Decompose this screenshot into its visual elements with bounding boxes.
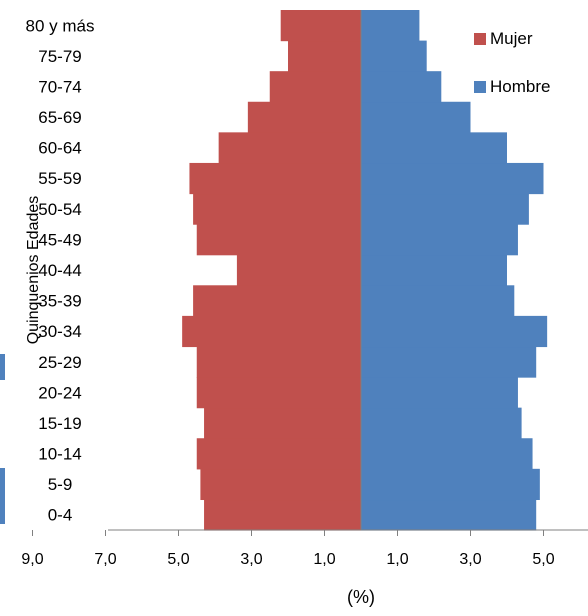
bar-hombre-70-74 — [361, 71, 442, 103]
bar-mujer-50-54 — [193, 193, 361, 225]
y-tick-label: 75-79 — [38, 47, 81, 66]
legend-label-mujer: Mujer — [490, 29, 533, 48]
x-tick-label: 5,0 — [532, 551, 554, 568]
bar-mujer-60-64 — [218, 132, 361, 164]
legend: Mujer Hombre — [474, 29, 550, 96]
x-tick-label: 5,0 — [167, 551, 189, 568]
bar-hombre-45-49 — [361, 224, 518, 256]
x-tick-label: 3,0 — [240, 551, 262, 568]
y-tick-label: 70-74 — [38, 77, 81, 96]
bar-mujer-75-79 — [288, 40, 361, 72]
bar-hombre-65-69 — [361, 101, 471, 133]
y-axis-title: Quinquenios Edades — [25, 196, 42, 345]
y-tick-label: 45-49 — [38, 230, 81, 249]
bar-mujer-80-y-más — [280, 10, 361, 42]
bar-hombre-40-44 — [361, 254, 507, 286]
bar-hombre-25-29 — [361, 346, 537, 378]
bar-mujer-25-29 — [196, 346, 361, 378]
legend-label-hombre: Hombre — [490, 77, 550, 96]
bar-hombre-60-64 — [361, 132, 507, 164]
bar-hombre-80-y-más — [361, 10, 420, 42]
bar-mujer-5-9 — [200, 468, 361, 501]
y-tick-label: 80 y más — [26, 16, 95, 35]
bar-mujer-10-14 — [196, 438, 361, 470]
bar-hombre-0-4 — [361, 499, 537, 531]
bar-mujer-65-69 — [247, 101, 361, 133]
bar-hombre-75-79 — [361, 40, 427, 72]
bar-mujer-30-34 — [182, 315, 361, 348]
y-tick-label: 55-59 — [38, 169, 81, 188]
bar-mujer-55-59 — [189, 162, 361, 195]
legend-swatch-hombre — [474, 81, 486, 93]
legend-swatch-mujer — [474, 33, 486, 45]
y-tick-label: 30-34 — [38, 322, 81, 341]
bar-hombre-20-24 — [361, 377, 518, 409]
x-axis-title: (%) — [347, 587, 375, 607]
y-tick-label: 5-9 — [48, 475, 73, 494]
bar-mujer-0-4 — [204, 499, 361, 531]
bar-hombre-15-19 — [361, 407, 522, 439]
x-tick-label: 7,0 — [94, 551, 116, 568]
y-tick-label: 10-14 — [38, 445, 81, 464]
bar-mujer-40-44 — [236, 254, 361, 286]
bar-hombre-55-59 — [361, 162, 544, 195]
edge-fragment-lower — [0, 468, 5, 524]
y-tick-label: 65-69 — [38, 108, 81, 127]
bar-mujer-35-39 — [193, 285, 361, 317]
bar-hombre-10-14 — [361, 438, 533, 470]
y-tick-label: 60-64 — [38, 139, 81, 158]
axes-group: 0-4 5-9 10-14 15-19 20-24 25-29 30-34 35-39 40-4… — [21, 10, 588, 568]
x-tick-label: 1,0 — [386, 551, 408, 568]
y-tick-label: 35-39 — [38, 292, 81, 311]
bar-mujer-15-19 — [204, 407, 361, 439]
y-tick-label: 25-29 — [38, 353, 81, 372]
y-tick-label: 0-4 — [48, 506, 73, 525]
x-tick-label: 3,0 — [459, 551, 481, 568]
bar-hombre-30-34 — [361, 315, 548, 348]
bar-mujer-70-74 — [269, 71, 361, 103]
x-tick-label: 1,0 — [313, 551, 335, 568]
y-tick-label: 40-44 — [38, 261, 81, 280]
bar-mujer-20-24 — [196, 377, 361, 409]
y-tick-label: 20-24 — [38, 383, 81, 402]
y-tick-label: 15-19 — [38, 414, 81, 433]
y-tick-label: 50-54 — [38, 200, 81, 219]
bar-hombre-5-9 — [361, 468, 540, 501]
bar-hombre-35-39 — [361, 285, 515, 317]
edge-fragment-upper — [0, 354, 5, 380]
bar-hombre-50-54 — [361, 193, 529, 225]
x-tick-label: 9,0 — [21, 551, 43, 568]
bar-mujer-45-49 — [196, 224, 361, 256]
bars-group — [182, 10, 548, 531]
